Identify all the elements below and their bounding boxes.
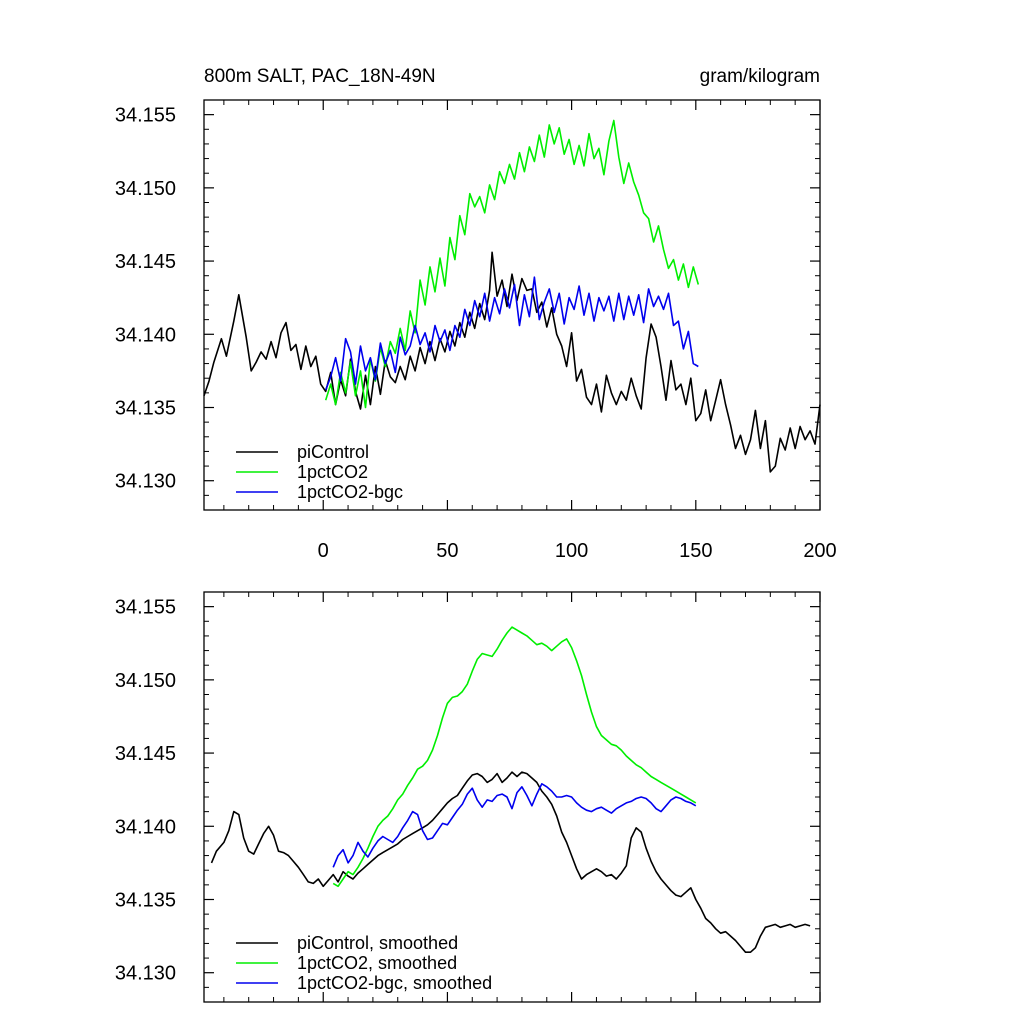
series-line-0 [210, 771, 811, 954]
panel-bottom: 34.130 34.135 34.140 34.145 34.150 34.155 piCo… [115, 591, 821, 1003]
title-right: gram/kilogram [700, 66, 820, 87]
legend-label: piControl, smoothed [297, 933, 458, 953]
y-tick-label: 34.130 [115, 963, 176, 985]
series-line-2 [324, 276, 699, 391]
y-tick-label: 34.155 [115, 597, 176, 619]
x-tick-label: 100 [555, 540, 588, 562]
series-line-0 [203, 251, 821, 473]
y-tick-label: 34.150 [115, 178, 176, 200]
y-tick-label: 34.150 [115, 670, 176, 692]
y-tick-label: 34.135 [115, 890, 176, 912]
y-tick-label: 34.135 [115, 398, 176, 420]
y-tick-label: 34.145 [115, 251, 176, 273]
series-line-1 [332, 626, 697, 888]
x-tick-label: 200 [803, 540, 836, 562]
x-tick-label: 50 [436, 540, 458, 562]
legend-label: 1pctCO2-bgc, smoothed [297, 973, 492, 993]
series-line-1 [324, 119, 700, 409]
x-tick-label: 0 [318, 540, 329, 562]
legend-label: piControl [297, 442, 369, 462]
legend-label: 1pctCO2-bgc [297, 482, 403, 502]
panel-top: 0 50 100 150 200 34.130 34.135 34.140 34.145 34.1… [115, 99, 837, 562]
x-tick-label: 150 [679, 540, 712, 562]
y-tick-label: 34.155 [115, 105, 176, 127]
y-tick-label: 34.140 [115, 324, 176, 346]
series-line-2 [332, 782, 697, 868]
y-tick-label: 34.145 [115, 743, 176, 765]
legend-label: 1pctCO2, smoothed [297, 953, 457, 973]
title-left: 800m SALT, PAC_18N-49N [204, 66, 436, 87]
y-tick-label: 34.140 [115, 816, 176, 838]
y-tick-label: 34.130 [115, 471, 176, 493]
legend-label: 1pctCO2 [297, 462, 368, 482]
